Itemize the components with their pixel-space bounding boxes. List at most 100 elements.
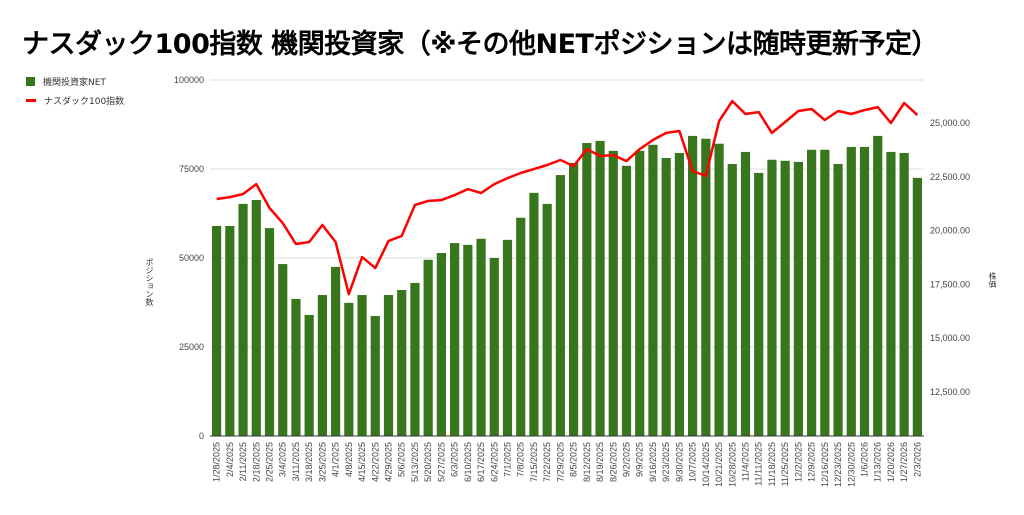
bar (608, 150, 618, 436)
bar (410, 282, 420, 436)
bar (886, 151, 896, 437)
x-tick-label: 5/13/2025 (410, 442, 420, 482)
bar (225, 225, 235, 436)
bar (820, 149, 830, 436)
y-left-tick-label: 100000 (174, 75, 204, 85)
x-tick-label: 3/4/2025 (278, 442, 288, 477)
x-tick-label: 2/4/2025 (225, 442, 235, 477)
bar (648, 144, 658, 437)
bar (212, 225, 222, 436)
bar (516, 217, 526, 436)
bar (674, 152, 684, 437)
bar (912, 177, 922, 436)
y-right-tick-label: 12,500.00 (930, 387, 970, 397)
bar (582, 143, 592, 436)
bar (767, 159, 777, 436)
x-tick-label: 11/18/2025 (767, 442, 777, 486)
bar (595, 140, 605, 436)
legend-item-nasdaq: ナスダック100指数 (26, 94, 124, 107)
x-tick-label: 11/4/2025 (741, 442, 751, 481)
x-tick-label: 1/13/2026 (873, 442, 883, 482)
x-tick-label: 8/12/2025 (582, 442, 592, 482)
y-axis-right-label: 株価 (988, 272, 997, 288)
x-tick-label: 7/22/2025 (542, 442, 552, 482)
bar (754, 172, 764, 436)
bar (397, 290, 407, 436)
y-right-tick-label: 22,500.00 (930, 172, 970, 182)
y-right-tick-label: 25,000.00 (930, 118, 970, 128)
x-tick-label: 7/1/2025 (503, 442, 513, 477)
legend-line-swatch (26, 99, 36, 102)
x-tick-label: 12/16/2025 (820, 442, 830, 487)
bar (621, 165, 632, 436)
chart-title: ナスダック100指数 機関投資家（※その他NETポジションは随時更新予定） (22, 29, 938, 60)
bar (859, 146, 870, 437)
x-tick-label: 5/6/2025 (397, 442, 407, 477)
x-tick-label: 7/29/2025 (555, 442, 565, 482)
x-tick-label: 6/10/2025 (463, 442, 473, 482)
bar (344, 302, 354, 436)
nasdaq-line (216, 99, 919, 296)
bar (701, 138, 711, 437)
y-right-tick-label: 17,500.00 (930, 279, 970, 289)
bar (793, 161, 803, 436)
x-tick-label: 4/8/2025 (344, 442, 354, 477)
x-tick-label: 11/11/2025 (754, 442, 764, 486)
x-tick-label: 5/20/2025 (423, 442, 433, 482)
x-tick-label: 3/18/2025 (304, 442, 314, 482)
x-tick-label: 7/15/2025 (529, 442, 539, 482)
bar (450, 243, 460, 436)
bar (661, 157, 671, 437)
x-tick-label: 9/2/2025 (622, 442, 632, 477)
x-tick-label: 8/26/2025 (608, 442, 618, 482)
bar (238, 203, 248, 436)
x-tick-label: 2/3/2026 (912, 442, 922, 477)
y-left-tick-label: 50000 (179, 253, 204, 263)
bar (899, 152, 909, 437)
x-tick-label: 4/15/2025 (357, 442, 367, 482)
x-tick-label: 10/28/2025 (727, 442, 737, 487)
x-tick-label: 8/5/2025 (569, 442, 579, 477)
x-tick-label: 9/9/2025 (635, 442, 645, 477)
bar (714, 143, 724, 436)
bar (780, 160, 790, 436)
x-tick-label: 10/7/2025 (688, 442, 698, 482)
bar (423, 259, 433, 436)
bar (833, 164, 843, 437)
legend-item-net: 機関投資家NET (26, 75, 106, 88)
bar (331, 266, 341, 436)
x-tick-label: 2/18/2025 (251, 442, 261, 482)
x-tick-label: 9/16/2025 (648, 442, 658, 482)
x-tick-label: 1/27/2026 (899, 442, 909, 482)
x-tick-label: 1/20/2026 (886, 442, 896, 482)
x-tick-label: 6/24/2025 (489, 442, 499, 482)
x-tick-label: 12/30/2025 (846, 442, 856, 487)
bar (635, 150, 645, 436)
bar (476, 238, 486, 436)
y-axis-left-label: ポジション数 (145, 258, 154, 306)
bar (807, 149, 817, 436)
bar (278, 264, 288, 436)
x-tick-label: 12/9/2025 (807, 442, 817, 482)
bar (357, 295, 367, 436)
y-left-tick-label: 0 (199, 431, 204, 441)
bar (740, 151, 751, 437)
x-tick-label: 1/28/2025 (212, 442, 222, 482)
bar (317, 295, 327, 436)
bar (463, 244, 473, 436)
x-tick-label: 10/14/2025 (701, 442, 711, 487)
bar (383, 295, 394, 436)
bar (555, 175, 565, 436)
bar (542, 203, 552, 436)
x-tick-label: 3/25/2025 (317, 442, 327, 482)
bar (846, 146, 856, 437)
x-tick-label: 6/3/2025 (450, 442, 460, 477)
bar (529, 192, 539, 436)
bar (291, 298, 301, 436)
bar (688, 135, 698, 436)
x-tick-label: 3/11/2025 (291, 442, 301, 481)
y-left-tick-label: 25000 (179, 342, 204, 352)
x-tick-label: 9/30/2025 (674, 442, 684, 482)
x-tick-label: 7/8/2025 (516, 442, 526, 477)
x-tick-label: 12/2/2025 (793, 442, 803, 482)
